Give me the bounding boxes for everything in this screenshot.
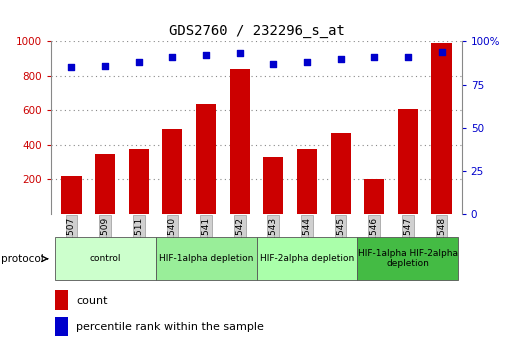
Bar xyxy=(129,149,149,214)
Bar xyxy=(62,176,82,214)
Point xyxy=(235,51,244,56)
Bar xyxy=(196,104,216,214)
Point xyxy=(337,56,345,61)
Bar xyxy=(95,154,115,214)
Text: HIF-1alpha depletion: HIF-1alpha depletion xyxy=(159,254,253,263)
Text: control: control xyxy=(89,254,121,263)
FancyBboxPatch shape xyxy=(155,237,256,280)
Bar xyxy=(364,179,384,214)
Point xyxy=(202,52,210,58)
Bar xyxy=(431,43,451,214)
Point xyxy=(168,54,176,60)
Point xyxy=(438,49,446,55)
Point xyxy=(370,54,379,60)
Point xyxy=(67,65,75,70)
Bar xyxy=(55,290,68,309)
FancyBboxPatch shape xyxy=(55,237,155,280)
Text: percentile rank within the sample: percentile rank within the sample xyxy=(76,322,264,332)
Bar xyxy=(263,157,283,214)
Title: GDS2760 / 232296_s_at: GDS2760 / 232296_s_at xyxy=(169,23,344,38)
Point xyxy=(303,59,311,65)
Text: HIF-2alpha depletion: HIF-2alpha depletion xyxy=(260,254,354,263)
FancyBboxPatch shape xyxy=(358,237,458,280)
Point xyxy=(101,63,109,68)
Text: HIF-1alpha HIF-2alpha
depletion: HIF-1alpha HIF-2alpha depletion xyxy=(358,249,458,268)
Bar xyxy=(55,317,68,336)
FancyBboxPatch shape xyxy=(256,237,358,280)
Point xyxy=(269,61,278,67)
Point xyxy=(134,59,143,65)
Text: count: count xyxy=(76,296,107,306)
Bar xyxy=(297,149,317,214)
Bar xyxy=(330,133,351,214)
Bar xyxy=(162,129,183,214)
Bar xyxy=(230,69,250,214)
Point xyxy=(404,54,412,60)
Text: protocol: protocol xyxy=(1,254,44,264)
Bar xyxy=(398,109,418,214)
